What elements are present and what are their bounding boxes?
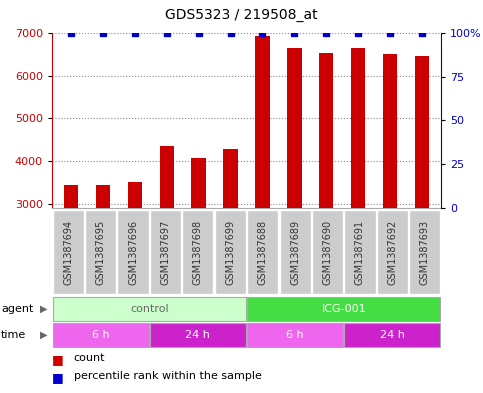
Text: ▶: ▶ (40, 304, 47, 314)
Bar (247, 210, 278, 294)
Text: GSM1387690: GSM1387690 (323, 219, 332, 285)
Text: 6 h: 6 h (92, 330, 110, 340)
Bar (409, 210, 440, 294)
Text: ICG-001: ICG-001 (322, 304, 366, 314)
Bar (191, 158, 206, 332)
Bar (383, 54, 397, 332)
Bar (280, 210, 311, 294)
Text: 24 h: 24 h (185, 330, 210, 340)
Bar (96, 185, 110, 332)
Bar (85, 210, 116, 294)
Text: percentile rank within the sample: percentile rank within the sample (74, 371, 262, 381)
Text: GSM1387699: GSM1387699 (225, 219, 235, 285)
Text: ■: ■ (52, 371, 68, 384)
Text: GSM1387691: GSM1387691 (355, 219, 365, 285)
Bar (312, 210, 343, 294)
Bar (128, 182, 142, 332)
Bar (319, 53, 333, 332)
Bar (150, 210, 181, 294)
Bar (53, 297, 246, 321)
Text: GSM1387696: GSM1387696 (128, 219, 138, 285)
Bar (247, 323, 343, 347)
Bar (223, 149, 238, 332)
Text: GSM1387695: GSM1387695 (96, 219, 106, 285)
Text: GDS5323 / 219508_at: GDS5323 / 219508_at (165, 8, 318, 22)
Bar (53, 323, 149, 347)
Bar (415, 57, 429, 332)
Text: GSM1387694: GSM1387694 (63, 219, 73, 285)
Text: GSM1387692: GSM1387692 (387, 219, 398, 285)
Text: control: control (130, 304, 169, 314)
Text: GSM1387688: GSM1387688 (258, 219, 268, 285)
Bar (64, 185, 78, 332)
Text: 6 h: 6 h (286, 330, 304, 340)
Bar (344, 210, 375, 294)
Bar (247, 297, 440, 321)
Bar (182, 210, 213, 294)
Text: ■: ■ (52, 353, 68, 366)
Text: time: time (1, 330, 26, 340)
Text: agent: agent (1, 304, 33, 314)
Bar (150, 323, 246, 347)
Bar (377, 210, 408, 294)
Text: count: count (74, 353, 105, 363)
Bar (215, 210, 246, 294)
Text: GSM1387697: GSM1387697 (160, 219, 170, 285)
Text: 24 h: 24 h (380, 330, 405, 340)
Bar (344, 323, 440, 347)
Text: ▶: ▶ (40, 330, 47, 340)
Bar (287, 48, 301, 332)
Text: GSM1387693: GSM1387693 (420, 219, 430, 285)
Text: GSM1387698: GSM1387698 (193, 219, 203, 285)
Text: GSM1387689: GSM1387689 (290, 219, 300, 285)
Bar (351, 48, 365, 332)
Bar (256, 35, 270, 332)
Bar (53, 210, 84, 294)
Bar (159, 146, 174, 332)
Bar (117, 210, 149, 294)
